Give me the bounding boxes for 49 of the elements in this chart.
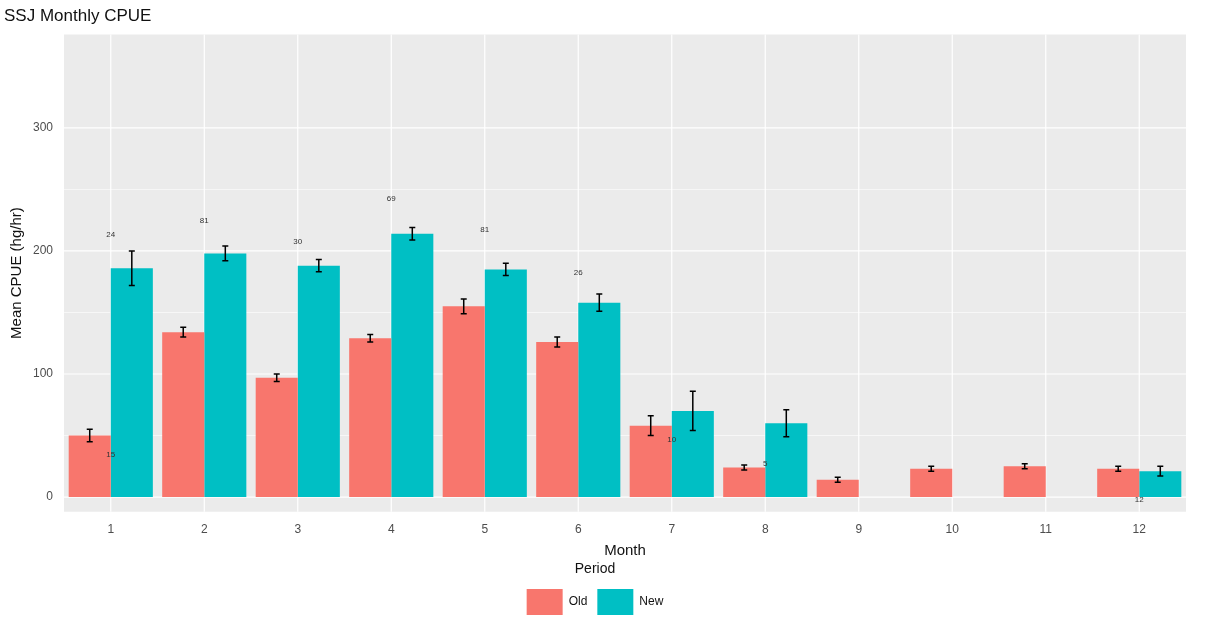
annotation: 81 <box>480 225 490 235</box>
y-tick-label: 100 <box>32 366 54 381</box>
bar <box>1003 466 1046 498</box>
y-tick-label: 0 <box>46 489 54 504</box>
x-tick-label: 9 <box>855 522 863 537</box>
y-tick-label: 200 <box>32 243 54 258</box>
y-tick-label: 300 <box>32 120 54 135</box>
bar <box>297 265 340 498</box>
x-tick-label: 1 <box>107 522 115 537</box>
bar <box>723 467 766 498</box>
annotation: 24 <box>106 230 116 240</box>
x-tick-label: 2 <box>200 522 208 537</box>
x-tick-label: 12 <box>1132 522 1147 537</box>
x-tick-label: 5 <box>481 522 489 537</box>
annotation: 15 <box>106 449 116 459</box>
bar <box>484 269 527 498</box>
bar <box>536 342 579 498</box>
bar <box>1097 468 1140 498</box>
bar <box>578 302 621 498</box>
bar <box>204 253 247 498</box>
annotation: 81 <box>199 215 210 225</box>
legend-label: New <box>639 594 664 609</box>
bar <box>442 306 485 498</box>
bar <box>910 468 953 498</box>
x-tick-label: 4 <box>387 522 395 537</box>
x-axis-title: Month <box>604 541 646 559</box>
x-tick-label: 11 <box>1039 522 1053 537</box>
legend-label: Old <box>568 594 588 609</box>
chart-title: SSJ Monthly CPUE <box>4 5 152 25</box>
x-tick-label: 10 <box>945 522 960 537</box>
x-tick-label: 6 <box>574 522 582 537</box>
bar <box>162 332 205 498</box>
y-axis-title: Mean CPUE (hg/hr) <box>7 207 25 339</box>
bar <box>349 338 392 498</box>
legend-title: Period <box>574 560 616 577</box>
annotation: 30 <box>293 237 303 247</box>
annotation: 26 <box>573 268 584 278</box>
bar <box>765 423 808 498</box>
x-tick-label: 7 <box>668 522 676 537</box>
bar <box>1139 471 1182 498</box>
annotation: 12 <box>1134 495 1145 505</box>
annotation: 5 <box>763 459 769 469</box>
annotation: 10 <box>667 435 677 445</box>
x-tick-label: 3 <box>294 522 302 537</box>
bar <box>816 479 859 498</box>
bar <box>391 233 434 498</box>
x-tick-label: 8 <box>761 522 769 537</box>
annotation: 69 <box>386 194 397 204</box>
bar <box>255 377 298 498</box>
